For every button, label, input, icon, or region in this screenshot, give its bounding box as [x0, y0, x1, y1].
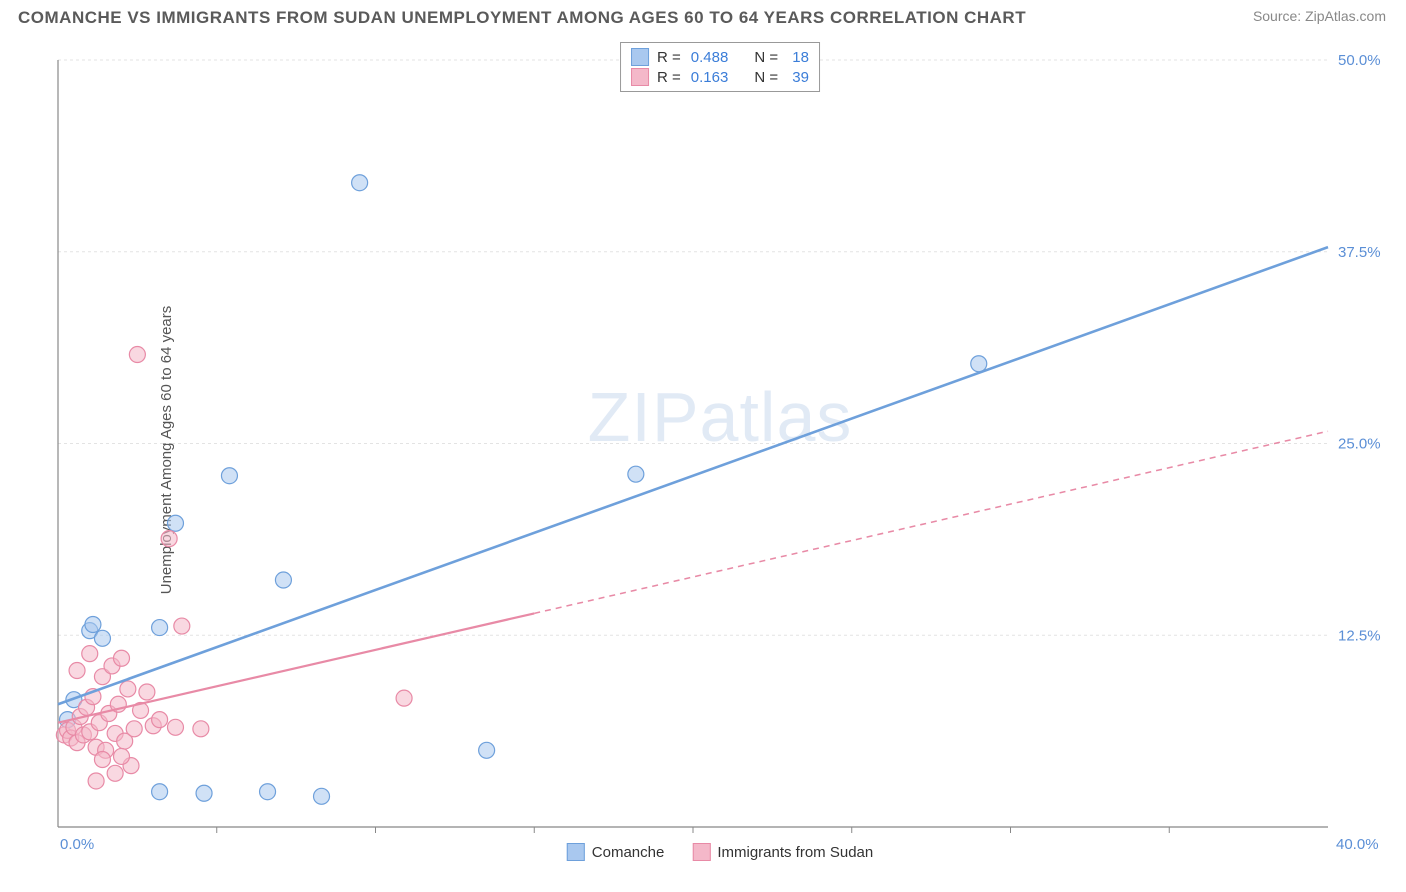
data-point — [396, 690, 412, 706]
legend-series-label: Immigrants from Sudan — [717, 844, 873, 861]
legend-swatch — [631, 68, 649, 86]
legend-series-label: Comanche — [592, 844, 665, 861]
legend-n-label: N = — [754, 49, 778, 66]
x-tick-label: 40.0% — [1336, 836, 1379, 853]
data-point — [352, 175, 368, 191]
data-point — [82, 646, 98, 662]
legend-n-value: 39 — [788, 69, 809, 86]
legend-n-value: 18 — [788, 49, 809, 66]
legend-swatch — [631, 48, 649, 66]
legend-n-label: N = — [754, 69, 778, 86]
data-point — [221, 468, 237, 484]
y-tick-label: 50.0% — [1338, 52, 1381, 69]
data-point — [69, 663, 85, 679]
data-point — [139, 684, 155, 700]
data-point — [161, 531, 177, 547]
data-point — [260, 784, 276, 800]
data-point — [88, 773, 104, 789]
data-point — [174, 618, 190, 634]
data-point — [167, 719, 183, 735]
data-point — [167, 515, 183, 531]
data-point — [126, 721, 142, 737]
source-attribution: Source: ZipAtlas.com — [1253, 8, 1386, 24]
data-point — [152, 784, 168, 800]
legend-series: Comanche Immigrants from Sudan — [567, 843, 873, 861]
trend-line — [58, 613, 534, 722]
data-point — [152, 620, 168, 636]
chart-header: COMANCHE VS IMMIGRANTS FROM SUDAN UNEMPL… — [0, 0, 1406, 32]
trend-line-extrapolated — [534, 431, 1328, 613]
legend-r-value: 0.163 — [691, 69, 729, 86]
legend-series-item: Comanche — [567, 843, 665, 861]
data-point — [971, 356, 987, 372]
data-point — [275, 572, 291, 588]
y-tick-label: 37.5% — [1338, 244, 1381, 261]
data-point — [628, 466, 644, 482]
legend-r-label: R = — [657, 49, 681, 66]
data-point — [129, 347, 145, 363]
data-point — [114, 748, 130, 764]
data-point — [114, 650, 130, 666]
data-point — [314, 788, 330, 804]
legend-swatch — [567, 843, 585, 861]
chart-title: COMANCHE VS IMMIGRANTS FROM SUDAN UNEMPL… — [18, 8, 1026, 28]
legend-series-item: Immigrants from Sudan — [692, 843, 873, 861]
legend-r-value: 0.488 — [691, 49, 729, 66]
legend-stat-row: R = 0.488 N = 18 — [631, 47, 809, 67]
y-tick-label: 25.0% — [1338, 436, 1381, 453]
data-point — [107, 765, 123, 781]
scatter-plot: 12.5% 25.0% 37.5% 50.0% 0.0% 40.0% — [50, 42, 1390, 857]
legend-stats: R = 0.488 N = 18 R = 0.163 N = 39 — [620, 42, 820, 92]
data-point — [193, 721, 209, 737]
legend-r-label: R = — [657, 69, 681, 86]
chart-area: Unemployment Among Ages 60 to 64 years Z… — [50, 42, 1390, 857]
data-point — [85, 617, 101, 633]
data-point — [479, 742, 495, 758]
y-tick-label: 12.5% — [1338, 627, 1381, 644]
data-point — [152, 712, 168, 728]
x-tick-label: 0.0% — [60, 836, 94, 853]
data-point — [94, 752, 110, 768]
data-point — [196, 785, 212, 801]
legend-stat-row: R = 0.163 N = 39 — [631, 67, 809, 87]
data-point — [120, 681, 136, 697]
legend-swatch — [692, 843, 710, 861]
data-point — [94, 630, 110, 646]
